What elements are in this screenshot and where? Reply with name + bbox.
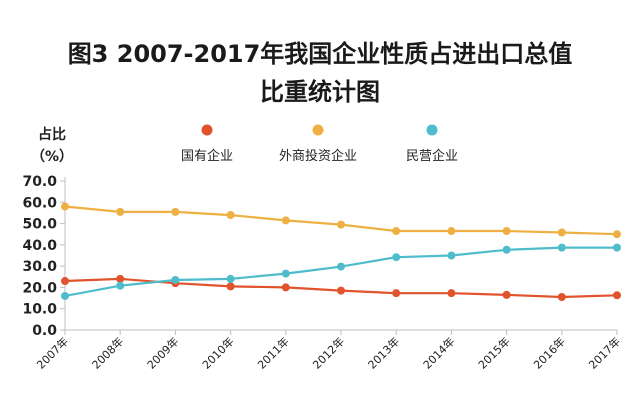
y-tick-label: 20.0 <box>22 280 57 296</box>
data-point <box>502 227 511 236</box>
data-point <box>171 207 180 216</box>
y-tick-label: 70.0 <box>22 174 57 190</box>
data-point <box>392 289 401 298</box>
data-point <box>557 243 566 252</box>
y-tick-label: 30.0 <box>22 259 57 275</box>
chart-title-line1: 图3 2007-2017年我国企业性质占进出口总值 <box>67 40 573 68</box>
y-axis-label-line2: （%） <box>30 149 74 165</box>
data-point <box>337 262 345 271</box>
data-point <box>61 277 69 286</box>
chart-title-line2: 比重统计图 <box>260 78 380 106</box>
legend-marker <box>312 124 324 136</box>
y-tick-label: 40.0 <box>22 238 57 254</box>
data-point <box>613 243 621 252</box>
data-point <box>447 251 456 260</box>
data-point <box>116 207 125 216</box>
legend-marker <box>201 124 213 136</box>
legend-label: 民营企业 <box>406 148 458 164</box>
data-point <box>613 291 621 300</box>
data-point <box>281 216 290 225</box>
data-point <box>447 289 456 298</box>
data-point <box>502 290 511 299</box>
data-point <box>337 220 345 229</box>
data-point <box>61 202 69 211</box>
x-tick-label: 2016年 <box>530 334 567 371</box>
y-tick-label: 10.0 <box>22 302 57 318</box>
x-tick-label: 2011年 <box>254 334 291 371</box>
data-point <box>116 281 125 290</box>
data-point <box>226 274 235 283</box>
data-point <box>557 228 566 237</box>
y-tick-label: 50.0 <box>22 217 57 233</box>
data-point <box>337 286 345 295</box>
data-point <box>226 282 235 291</box>
x-tick-label: 2014年 <box>420 334 457 371</box>
x-tick-label: 2017年 <box>586 334 623 371</box>
data-point <box>281 283 290 292</box>
data-point <box>171 275 180 284</box>
data-point <box>226 211 235 220</box>
y-tick-label: 0.0 <box>32 323 57 339</box>
data-point <box>61 291 69 300</box>
x-tick-label: 2015年 <box>475 334 512 371</box>
data-point <box>116 274 125 283</box>
series-line <box>64 205 618 236</box>
x-tick-label: 2013年 <box>365 334 402 371</box>
legend-marker <box>426 124 438 136</box>
y-tick-label: 60.0 <box>22 195 57 211</box>
x-tick-label: 2012年 <box>310 334 347 371</box>
y-axis-label-line1: 占比 <box>38 127 66 143</box>
x-tick-label: 2009年 <box>144 334 181 371</box>
data-point <box>447 227 456 236</box>
data-point <box>281 269 290 278</box>
data-point <box>557 293 566 302</box>
y-axis-label: 占比 （%） <box>30 124 74 168</box>
legend-label: 外商投资企业 <box>279 148 357 164</box>
data-point <box>392 253 401 262</box>
data-point <box>613 230 621 239</box>
legend-label: 国有企业 <box>181 148 233 164</box>
data-point <box>502 245 511 254</box>
x-tick-label: 2010年 <box>199 334 236 371</box>
x-tick-label: 2008年 <box>89 334 126 371</box>
x-tick-label: 2007年 <box>34 334 71 371</box>
data-point <box>392 227 401 236</box>
